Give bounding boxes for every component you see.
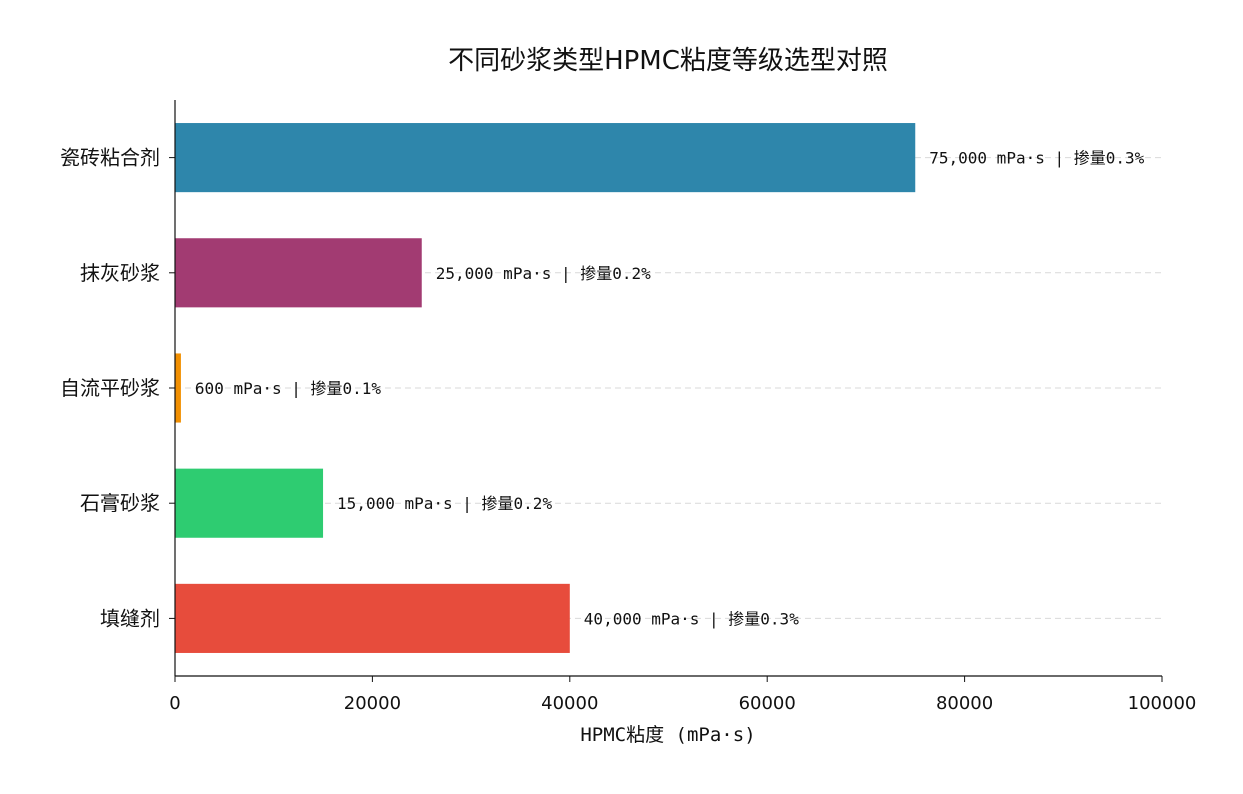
bar-value-label: 15,000 mPa·s | 掺量0.2% [337,494,552,513]
chart-title: 不同砂浆类型HPMC粘度等级选型对照 [448,46,888,76]
bars [175,123,916,653]
x-tick-label: 80000 [936,693,993,714]
x-tick-label: 40000 [541,693,598,714]
category-label: 自流平砂浆 [60,376,160,400]
category-label: 石膏砂浆 [80,491,160,515]
category-label: 瓷砖粘合剂 [60,146,160,170]
x-tick-label: 0 [169,693,180,714]
bar [175,353,181,423]
bar-value-label: 600 mPa·s | 掺量0.1% [195,379,381,398]
bar-value-label: 25,000 mPa·s | 掺量0.2% [436,264,651,283]
bar [175,583,570,653]
x-tick-label: 60000 [739,693,796,714]
x-tick-label: 100000 [1128,693,1197,714]
data-labels: 75,000 mPa·s | 掺量0.3% 25,000 mPa·s | 掺量0.… [195,149,1145,629]
bar-value-label: 75,000 mPa·s | 掺量0.3% [929,149,1144,168]
category-label: 抹灰砂浆 [80,261,160,285]
bar [175,238,422,308]
bar-value-label: 40,000 mPa·s | 掺量0.3% [584,609,799,628]
category-label: 填缝剂 [100,606,160,630]
bar [175,468,324,538]
bar [175,123,916,193]
x-axis-label: HPMC粘度 (mPa·s) [580,724,755,746]
x-tick-label: 20000 [344,693,401,714]
